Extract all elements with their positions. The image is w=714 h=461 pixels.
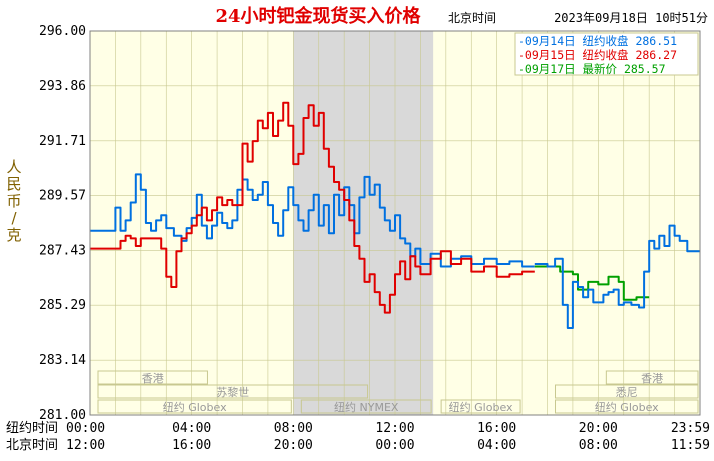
y-tick-label: 296.00 <box>39 24 86 39</box>
y-tick-label: 293.86 <box>39 79 86 94</box>
y-tick-label: 283.14 <box>39 353 86 368</box>
market-session-label: 纽约 Globex <box>595 400 659 414</box>
market-session-box <box>300 399 432 414</box>
y-axis-title-char: 克 <box>6 226 21 244</box>
x-tick-label: 08:00 <box>579 438 618 453</box>
x-tick-label: 16:00 <box>172 438 211 453</box>
market-session-box <box>440 399 521 414</box>
market-session-box <box>605 370 699 385</box>
x-tick-label: 16:00 <box>477 421 516 436</box>
x-tick-label: 08:00 <box>274 421 313 436</box>
y-tick-label: 281.00 <box>39 408 86 423</box>
series-line-1 <box>90 101 535 314</box>
market-session-label: 纽约 Globex <box>449 400 513 414</box>
legend-entry: -09月17日 最新价 285.57 <box>518 62 666 76</box>
nymex-session-shade <box>293 31 434 415</box>
y-tick-label: 289.57 <box>39 189 86 204</box>
market-session-label: 纽约 NYMEX <box>334 400 399 414</box>
y-axis-title-char: 民 <box>6 175 21 193</box>
x-tick-label: 04:00 <box>172 421 211 436</box>
x-tick-label: 20:00 <box>579 421 618 436</box>
y-axis-title-char: 人 <box>6 158 21 176</box>
y-axis-title-char: 币 <box>6 192 21 210</box>
legend-entry: -09月15日 纽约收盘 286.27 <box>518 48 677 62</box>
x-tick-label: 00:00 <box>66 421 105 436</box>
clock-label: 北京时间 <box>448 11 496 25</box>
x-tick-label: 20:00 <box>274 438 313 453</box>
y-axis-title-char: / <box>11 209 17 227</box>
series-line-2 <box>534 265 650 301</box>
market-session-label: 香港 <box>142 372 164 385</box>
market-session-label: 纽约 Globex <box>163 400 227 414</box>
market-session-label: 香港 <box>641 372 663 385</box>
x-axis-row-label: 纽约时间 <box>6 421 58 436</box>
plot-frame <box>89 30 701 416</box>
y-tick-label: 285.29 <box>39 298 86 313</box>
x-tick-label: 12:00 <box>66 438 105 453</box>
series-line-3 <box>534 224 700 329</box>
legend-box <box>514 32 699 76</box>
y-tick-label: 287.43 <box>39 243 86 258</box>
chart-title: 24小时钯金现货买入价格 <box>215 5 421 27</box>
x-axis-row-label: 北京时间 <box>6 438 58 453</box>
market-session-box <box>555 399 699 414</box>
legend-entry: -09月14日 纽约收盘 286.51 <box>518 34 677 48</box>
y-tick-label: 291.71 <box>39 134 86 149</box>
x-tick-label: 23:59 <box>671 421 710 436</box>
timestamp: 2023年09月18日 10时51分 <box>554 11 708 25</box>
x-tick-label: 00:00 <box>375 438 414 453</box>
market-session-box <box>97 384 369 399</box>
market-session-label: 苏黎世 <box>216 385 249 399</box>
x-tick-label: 12:00 <box>375 421 414 436</box>
market-session-box <box>97 399 292 414</box>
market-session-box <box>97 370 208 385</box>
market-session-label: 悉尼 <box>616 386 638 399</box>
market-session-box <box>555 384 699 399</box>
x-tick-label: 04:00 <box>477 438 516 453</box>
series-line-0 <box>90 173 535 268</box>
x-tick-label: 11:59 <box>671 438 710 453</box>
